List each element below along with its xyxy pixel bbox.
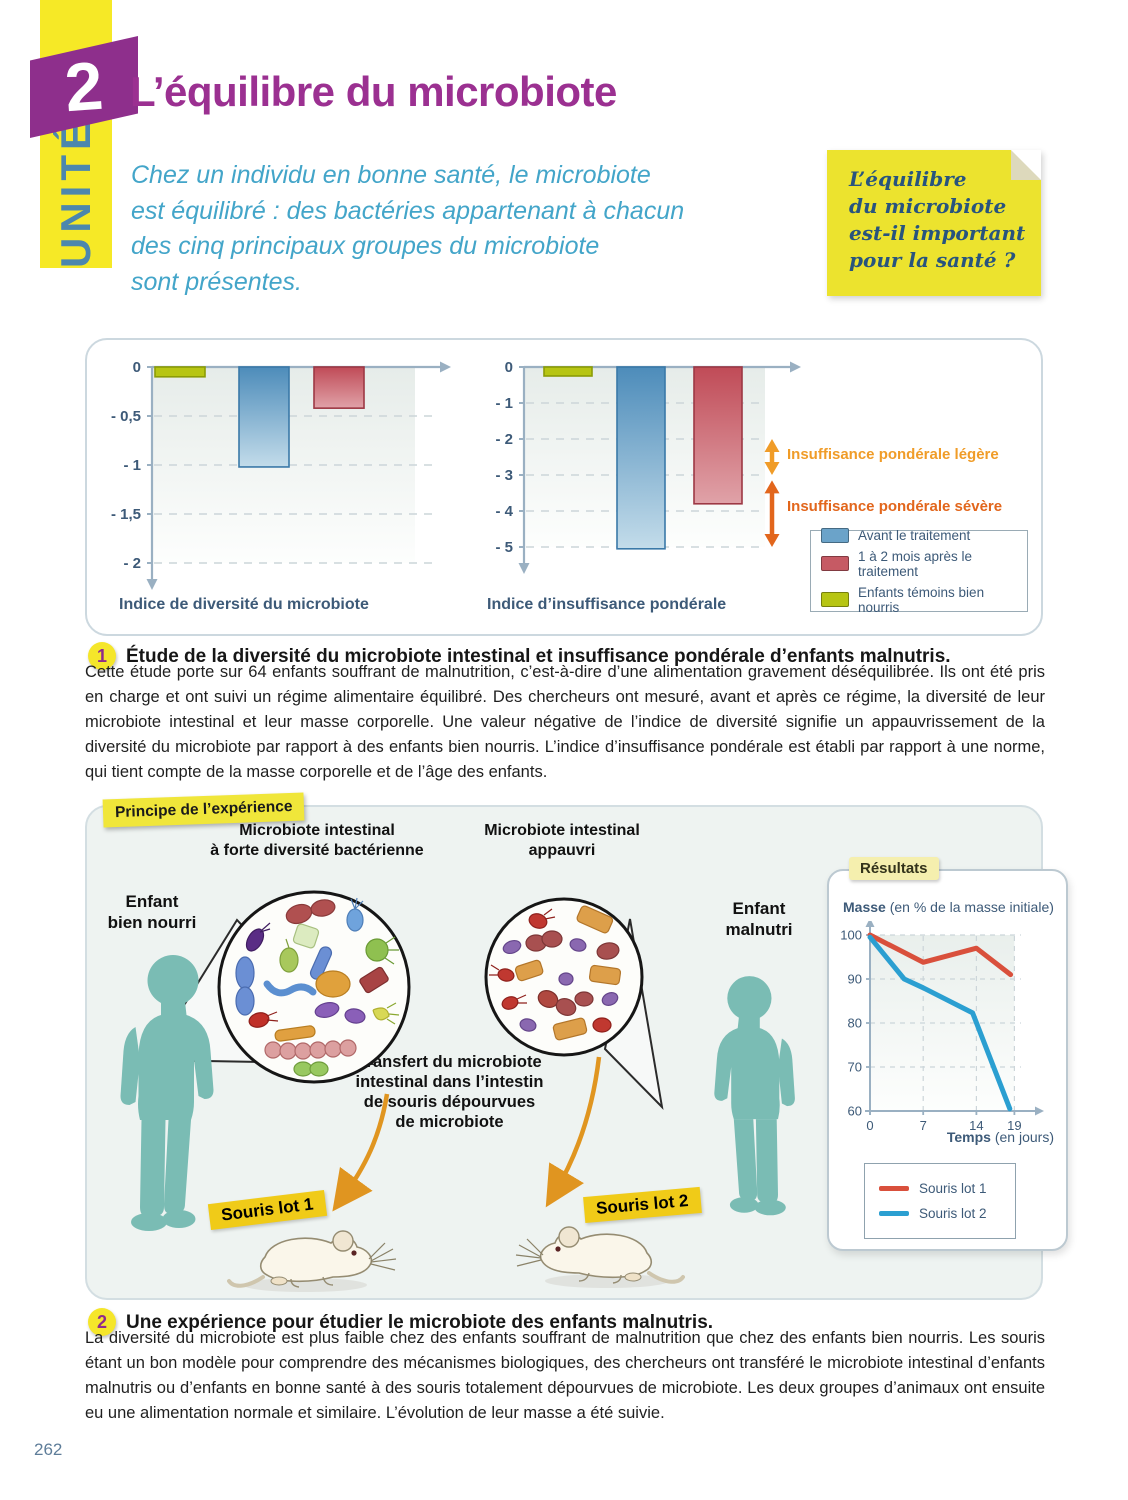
legend-item-lot2: Souris lot 2 [879, 1206, 1015, 1221]
svg-text:60: 60 [848, 1104, 862, 1119]
svg-text:- 1: - 1 [495, 395, 513, 412]
legend-swatch-green [821, 592, 849, 607]
time-axis-label: Temps (en jours) [946, 1129, 1054, 1145]
mass-line-chart: 60 70 80 90 100 0 7 14 19 [840, 921, 1044, 1133]
diversity-bar-chart: 0 - 0,5 - 1 - 1,5 - 2 [111, 359, 451, 590]
label-microbiota-rich: Microbiote intestinal à forte diversité … [210, 822, 424, 859]
svg-text:- 2: - 2 [495, 431, 513, 448]
underweight-chart-title: Indice d’insuffisance pondérale [487, 596, 727, 613]
section-1-body: Cette étude porte sur 64 enfants souffra… [85, 663, 1045, 782]
svg-text:- 3: - 3 [495, 467, 513, 484]
impoverished-microbiota-illustration [484, 897, 644, 1057]
svg-text:- 1,5: - 1,5 [111, 506, 141, 523]
svg-text:- 0,5: - 0,5 [111, 408, 141, 425]
label-child-malnourished: Enfant malnutri [725, 899, 793, 939]
svg-text:0: 0 [866, 1118, 873, 1133]
svg-text:70: 70 [848, 1060, 862, 1075]
svg-text:19: 19 [1007, 1118, 1021, 1133]
mass-chart-legend: Souris lot 1 Souris lot 2 [864, 1163, 1016, 1239]
legend-swatch-blue [821, 527, 849, 543]
svg-text:14: 14 [969, 1118, 983, 1133]
legend-item-after: 1 à 2 mois après le traitement [821, 549, 1017, 579]
legend-item-lot1: Souris lot 1 [879, 1181, 1015, 1196]
intro-text: Chez un individu en bonne santé, le micr… [131, 161, 685, 296]
page-number: 262 [34, 1440, 63, 1459]
bar-charts-panel: 0 - 0,5 - 1 - 1,5 - 2 0 - 1 - 2 - 3 - 4 - 5 Indic… [85, 338, 1043, 636]
annotation-mild-underweight: Insuffisance pondérale légère [787, 446, 999, 463]
sticky-note-text: L’équilibre du microbiote est-il importa… [849, 167, 1026, 272]
results-card: Résultats Masse (en % de la masse initia… [827, 857, 1068, 1251]
legend-dash-red [879, 1186, 909, 1191]
unit-number: 2 [62, 47, 106, 127]
svg-text:7: 7 [920, 1118, 927, 1133]
underweight-bar-chart: 0 - 1 - 2 - 3 - 4 - 5 [495, 359, 801, 574]
section-2-heading: 2 Une expérience pour étudier le microbi… [88, 1308, 1076, 1336]
diversity-chart-title: Indice de diversité du microbiote [119, 596, 369, 613]
experiment-diagram-panel: Principe de l’expérience Microbiote inte… [85, 792, 1068, 1300]
healthy-child-silhouette [120, 955, 214, 1231]
svg-text:0: 0 [133, 359, 141, 376]
malnourished-child-silhouette [714, 976, 795, 1216]
legend-swatch-red [821, 556, 849, 571]
svg-text:90: 90 [848, 972, 862, 987]
svg-text:- 2: - 2 [123, 555, 141, 572]
svg-text:- 1: - 1 [123, 457, 141, 474]
svg-text:0: 0 [505, 359, 513, 376]
chart-legend: Avant le traitement 1 à 2 mois après le … [810, 527, 1028, 615]
mouse-group1-illustration [227, 1230, 397, 1292]
label-child-healthy: Enfant bien nourri [107, 892, 197, 932]
sticky-note: L’équilibre du microbiote est-il importa… [827, 150, 1041, 296]
page-title: L’équilibre du microbiote [130, 68, 617, 115]
annotation-severe-underweight: Insuffisance pondérale sévère [787, 498, 1003, 515]
svg-text:80: 80 [848, 1016, 862, 1031]
unit-label: UNITÉ [52, 117, 99, 269]
legend-dash-blue [879, 1211, 909, 1216]
section-2-badge: 2 [88, 1308, 116, 1336]
legend-item-before: Avant le traitement [821, 527, 1017, 543]
svg-text:- 4: - 4 [495, 503, 513, 520]
svg-text:100: 100 [840, 928, 862, 943]
svg-text:- 5: - 5 [495, 539, 513, 556]
section-1-badge: 1 [88, 642, 116, 670]
section-2-body: La diversité du microbiote est plus faib… [85, 1329, 1045, 1423]
diverse-microbiota-illustration [217, 890, 411, 1084]
label-microbiota-poor: Microbiote intestinal appauvri [484, 822, 640, 859]
results-tab: Résultats [849, 857, 939, 880]
mass-chart-title: Masse (en % de la masse initiale) [843, 899, 1054, 915]
mouse-group2-illustration [515, 1226, 685, 1288]
legend-item-controls: Enfants témoins bien nourris [821, 585, 1017, 615]
section-1-heading: 1 Étude de la diversité du microbiote in… [88, 642, 1076, 670]
